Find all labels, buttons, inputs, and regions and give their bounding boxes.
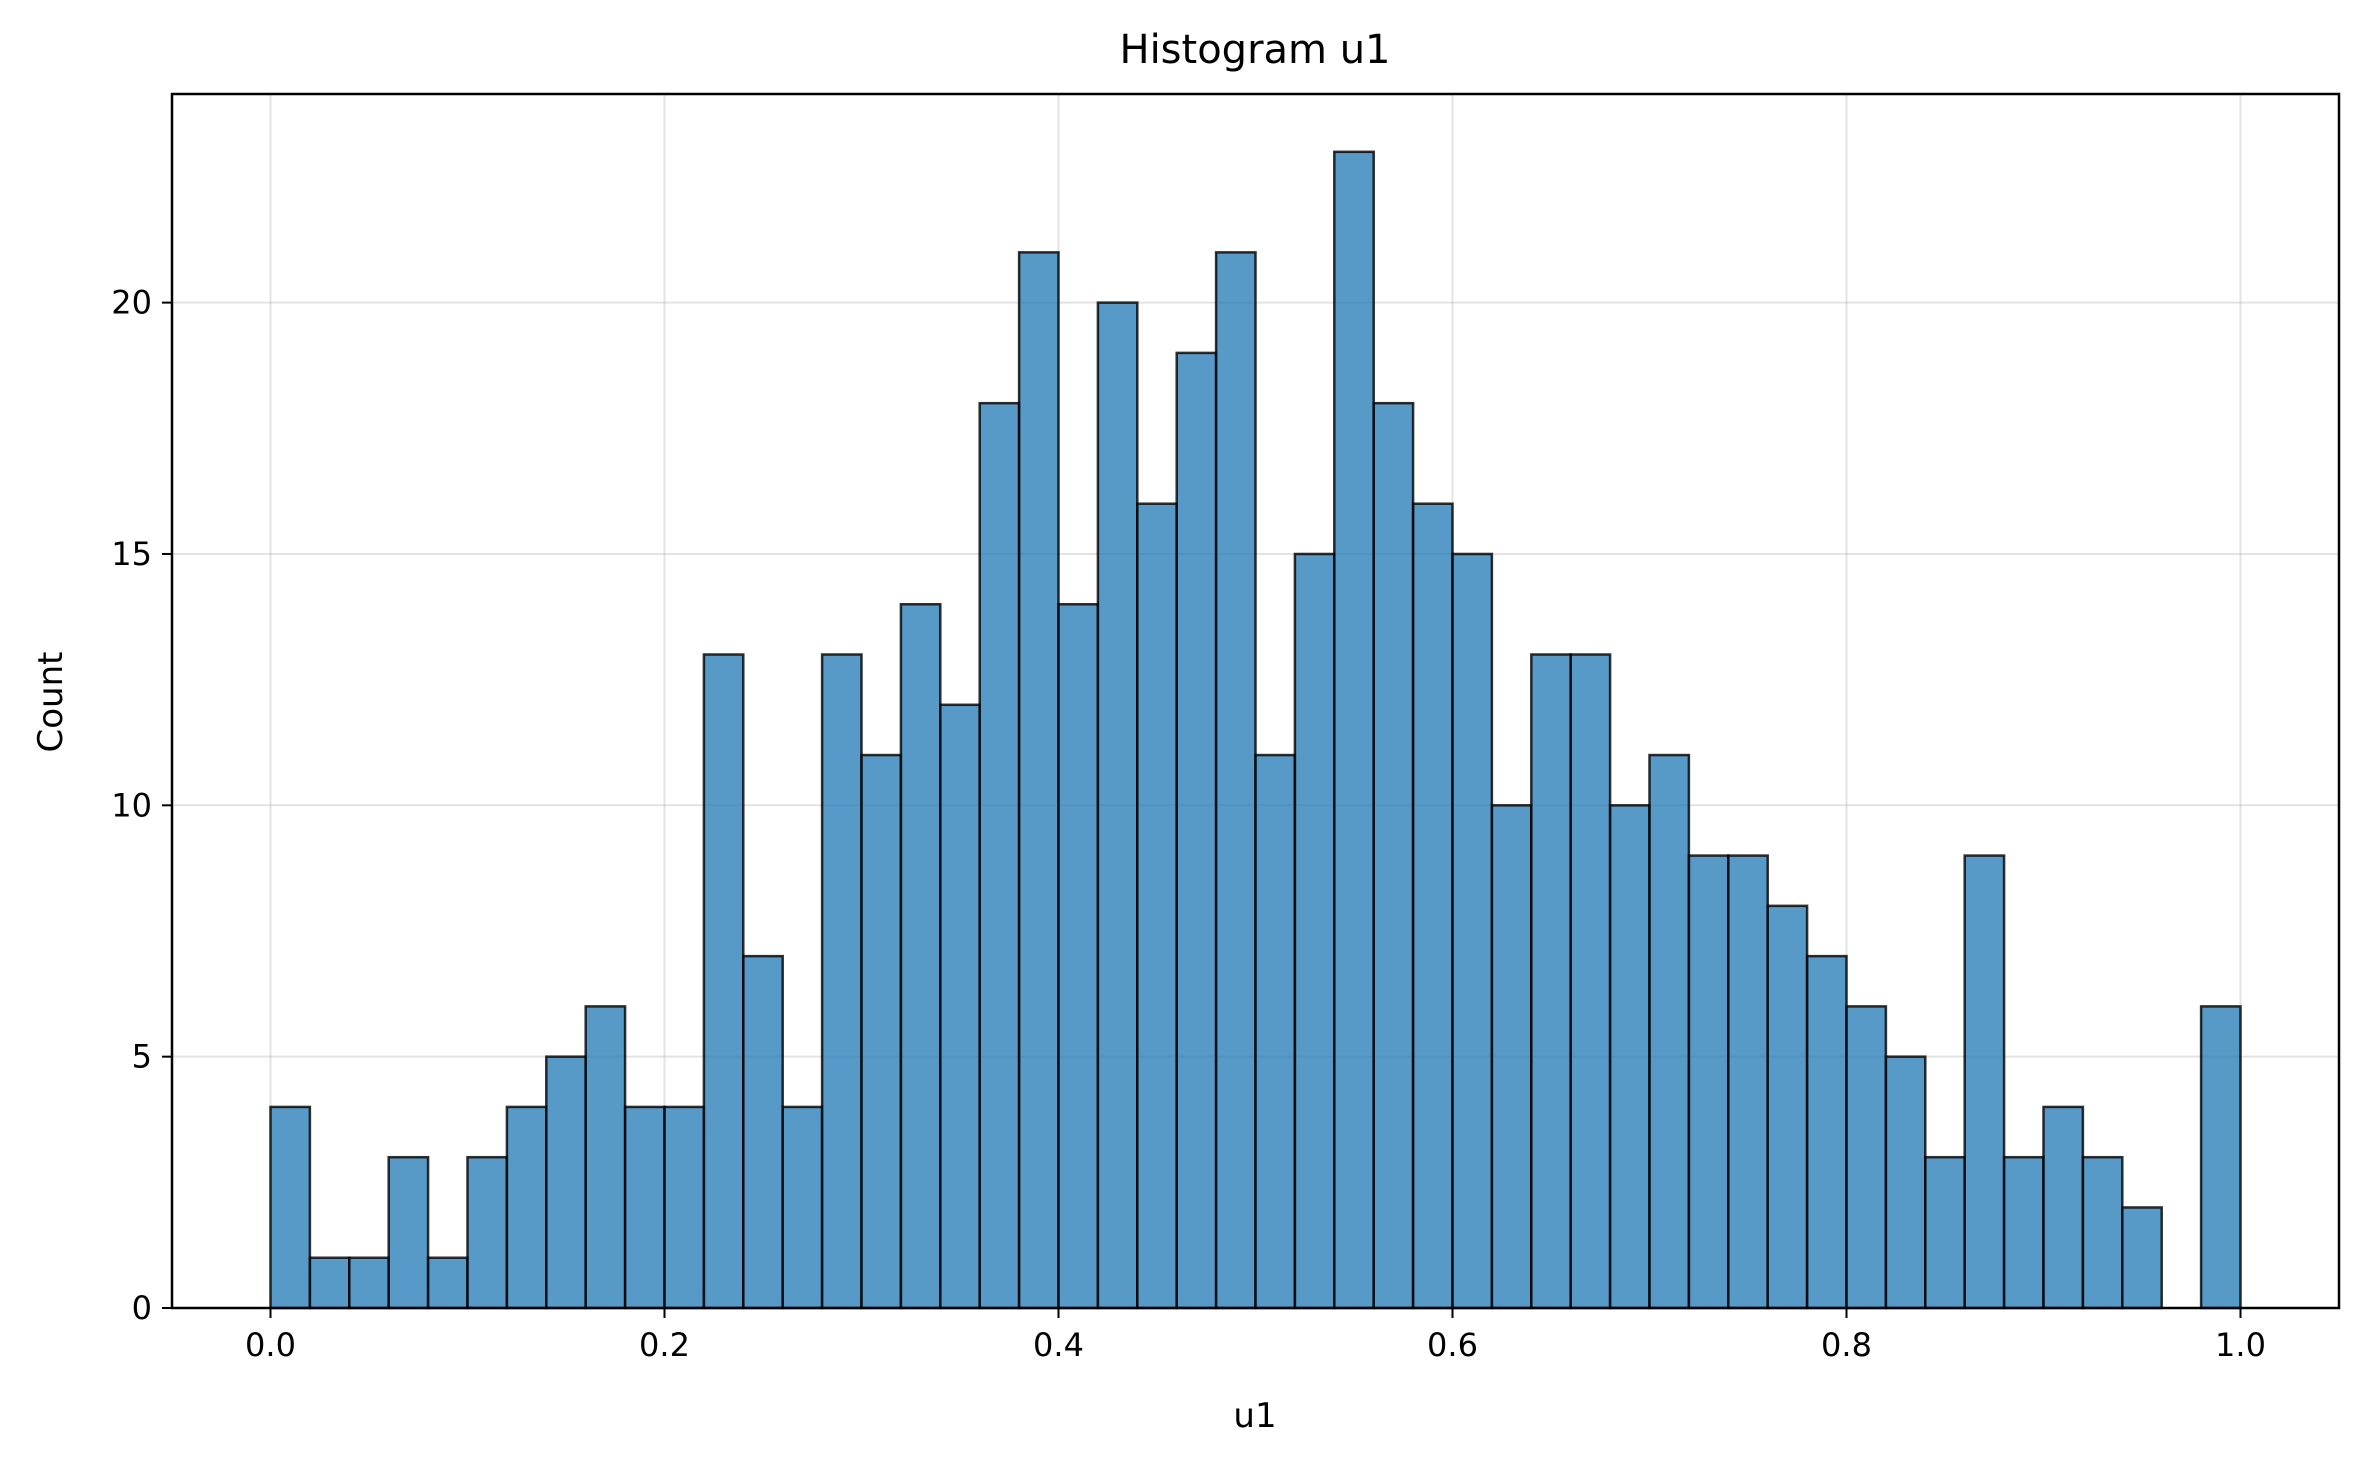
bars-layer [269,150,2242,1310]
histogram-bar [545,1055,587,1310]
histogram-bar [1333,150,1375,1310]
histogram-bar [623,1105,666,1310]
plot-frame [170,92,2341,1310]
histogram-bar [426,1256,469,1310]
x-tick-label: 0.4 [1033,1326,1084,1364]
histogram-bar [2042,1105,2085,1310]
histogram-bar [505,1105,548,1310]
x-tick-label: 0.8 [1821,1326,1872,1364]
histogram-bar [1254,753,1297,1310]
histogram-bar [939,703,981,1310]
histogram-bar [781,1105,824,1310]
histogram-bar [1057,602,1100,1310]
histogram-bar [1805,954,1848,1310]
histogram-bar [1766,904,1809,1310]
histogram-bar [2199,1005,2242,1310]
histogram-bar [1136,502,1178,1310]
histogram-bar [1845,1005,1888,1310]
x-tick-label: 0.2 [639,1326,690,1364]
histogram-bar [269,1105,312,1310]
histogram-bar [2081,1155,2124,1310]
histogram-bar [2002,1155,2045,1310]
y-tick-label: 0 [132,1289,152,1327]
histogram-bar [1727,854,1769,1310]
histogram-bar [387,1155,430,1310]
chart-title: Histogram u1 [1119,27,1390,73]
histogram-bar [1490,804,1533,1310]
histogram-bar [1451,552,1494,1310]
y-axis-label: Count [31,652,71,753]
histogram-bar [820,653,863,1310]
histogram-bar [899,602,942,1310]
histogram-bar [1530,653,1572,1310]
y-tick-label: 20 [111,284,152,322]
histogram-bar [1175,351,1218,1310]
histogram-bar [1963,854,2006,1310]
histogram-bar [1569,653,1612,1310]
histogram-bar [978,401,1021,1310]
histogram-bar [1924,1155,1966,1310]
y-tick-label: 15 [111,535,152,573]
histogram-bar [1608,804,1651,1310]
x-tick-label: 0.0 [245,1326,296,1364]
x-axis-label: u1 [1233,1396,1276,1436]
histogram-bar [742,954,784,1310]
histogram-bar [1293,552,1336,1310]
ticks-layer: 0.0 0.2 0.4 0.6 0.8 1.0 0 5 10 15 20 [111,284,2266,1364]
y-tick-label: 10 [111,786,152,824]
histogram-bar [1648,753,1691,1310]
histogram-bar [1687,854,1730,1310]
histogram-bar [1372,401,1415,1310]
histogram-bar [663,1105,706,1310]
histogram-bar [584,1005,627,1310]
histogram-bar [1884,1055,1927,1310]
histogram-bar [466,1155,509,1310]
y-tick-label: 5 [132,1038,152,1076]
histogram-bar [702,653,745,1310]
histogram-bar [1096,301,1139,1310]
x-tick-label: 0.6 [1427,1326,1478,1364]
histogram-bar [348,1256,390,1310]
histogram-bar [308,1256,351,1310]
x-tick-label: 1.0 [2215,1326,2266,1364]
histogram-bar [1411,502,1454,1310]
histogram-bar [860,753,903,1310]
histogram-bar [1214,251,1257,1310]
histogram-bar [1017,251,1060,1310]
histogram-bar [2121,1206,2163,1310]
